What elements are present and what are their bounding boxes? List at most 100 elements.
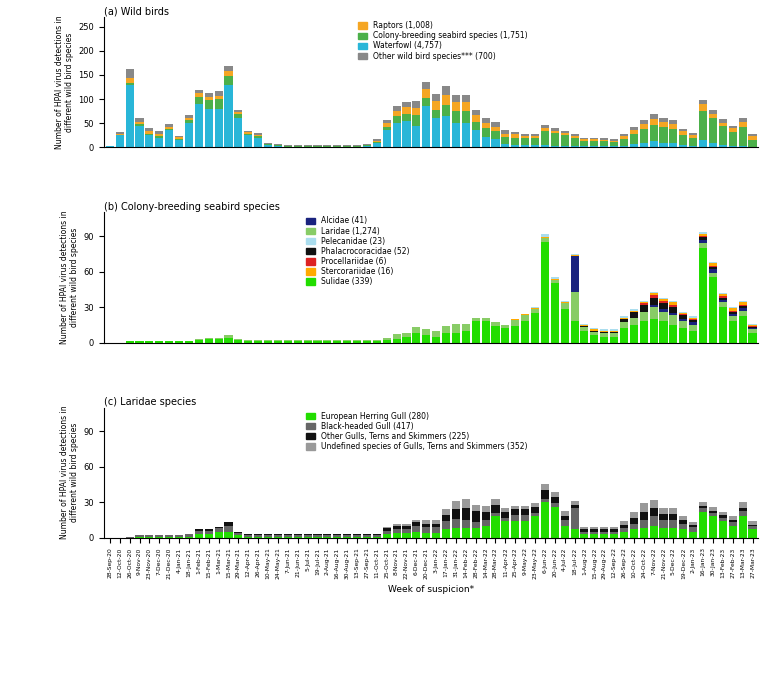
Bar bbox=[452, 123, 460, 147]
Bar bbox=[293, 536, 302, 538]
Bar bbox=[195, 530, 203, 531]
Bar bbox=[412, 327, 420, 333]
Bar bbox=[531, 138, 539, 145]
Bar bbox=[254, 534, 263, 536]
Bar bbox=[511, 320, 519, 326]
Bar bbox=[551, 129, 559, 131]
Bar bbox=[254, 135, 263, 136]
Bar bbox=[719, 515, 727, 518]
Bar bbox=[719, 518, 727, 521]
Bar bbox=[728, 308, 737, 310]
Bar bbox=[591, 530, 598, 532]
Bar bbox=[659, 297, 668, 299]
Bar bbox=[551, 284, 559, 342]
Bar bbox=[709, 266, 717, 269]
Bar bbox=[719, 123, 727, 126]
Bar bbox=[591, 139, 598, 141]
Bar bbox=[748, 521, 757, 525]
Bar bbox=[491, 122, 500, 127]
Bar bbox=[452, 323, 460, 333]
Bar bbox=[600, 332, 608, 333]
Bar bbox=[293, 341, 302, 342]
Bar bbox=[472, 110, 480, 115]
Bar bbox=[195, 531, 203, 534]
Bar bbox=[215, 339, 223, 342]
Bar bbox=[264, 534, 272, 536]
Bar bbox=[659, 303, 668, 310]
Bar bbox=[551, 279, 559, 284]
Bar bbox=[116, 135, 124, 147]
Bar bbox=[462, 520, 470, 528]
Bar bbox=[591, 532, 598, 534]
Bar bbox=[728, 526, 737, 538]
Bar bbox=[659, 321, 668, 342]
Bar bbox=[343, 536, 351, 538]
Bar bbox=[195, 97, 203, 104]
Bar bbox=[383, 527, 390, 528]
Bar bbox=[501, 325, 510, 328]
Bar bbox=[728, 310, 737, 312]
Bar bbox=[620, 528, 628, 532]
Bar bbox=[699, 237, 707, 240]
Bar bbox=[551, 277, 559, 279]
Bar bbox=[650, 526, 658, 538]
Bar bbox=[472, 130, 480, 147]
Bar bbox=[442, 95, 450, 105]
Bar bbox=[313, 341, 322, 342]
Bar bbox=[195, 104, 203, 147]
Bar bbox=[581, 326, 588, 327]
Bar bbox=[650, 125, 658, 142]
Bar bbox=[551, 146, 559, 147]
Bar bbox=[561, 133, 569, 135]
Bar bbox=[521, 134, 529, 136]
Bar bbox=[462, 499, 470, 508]
Bar bbox=[501, 145, 510, 147]
Bar bbox=[422, 89, 430, 98]
Bar bbox=[234, 532, 243, 533]
Legend: Raptors (1,008), Colony-breeding seabird species (1,751), Waterfowl (4,757), Oth: Raptors (1,008), Colony-breeding seabird… bbox=[357, 20, 530, 62]
Bar bbox=[136, 536, 143, 538]
Bar bbox=[481, 123, 490, 128]
Bar bbox=[748, 326, 757, 327]
Bar bbox=[501, 328, 510, 342]
Bar bbox=[620, 318, 628, 319]
Bar bbox=[185, 123, 193, 147]
Bar bbox=[383, 531, 390, 534]
Bar bbox=[165, 536, 173, 538]
Bar bbox=[185, 536, 193, 538]
Bar bbox=[728, 129, 737, 132]
Bar bbox=[511, 506, 519, 510]
Bar bbox=[699, 111, 707, 140]
Bar bbox=[491, 326, 500, 342]
Bar bbox=[620, 138, 628, 146]
Bar bbox=[709, 269, 717, 273]
Bar bbox=[709, 119, 717, 143]
Bar bbox=[630, 312, 638, 318]
Bar bbox=[452, 501, 460, 510]
Bar bbox=[719, 126, 727, 145]
Bar bbox=[501, 508, 510, 512]
Bar bbox=[442, 326, 450, 333]
Bar bbox=[511, 132, 519, 134]
Bar bbox=[600, 530, 608, 532]
Bar bbox=[738, 510, 747, 516]
Bar bbox=[699, 240, 707, 243]
Bar bbox=[581, 138, 588, 139]
Bar bbox=[511, 319, 519, 320]
Bar bbox=[244, 340, 253, 341]
Bar bbox=[610, 336, 618, 342]
Bar bbox=[403, 526, 410, 530]
Bar bbox=[156, 132, 163, 134]
Bar bbox=[640, 124, 648, 129]
Bar bbox=[689, 320, 698, 323]
Bar bbox=[452, 510, 460, 519]
Bar bbox=[165, 127, 173, 129]
Bar bbox=[669, 514, 678, 520]
Bar bbox=[175, 138, 183, 140]
Bar bbox=[738, 127, 747, 147]
Bar bbox=[669, 121, 678, 124]
Bar bbox=[561, 135, 569, 146]
Bar bbox=[640, 520, 648, 528]
Bar bbox=[521, 521, 529, 538]
Bar bbox=[452, 95, 460, 102]
